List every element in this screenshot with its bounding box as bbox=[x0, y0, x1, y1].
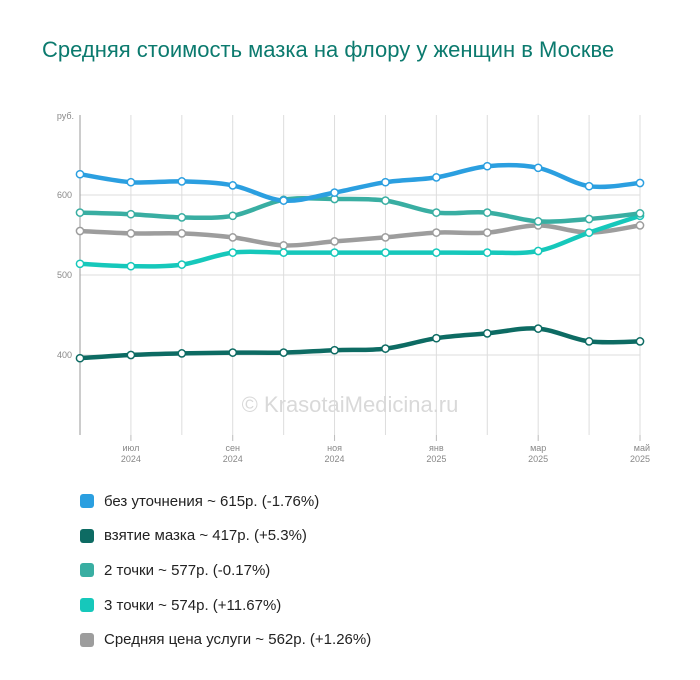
data-point bbox=[75, 169, 85, 179]
legend-label: Средняя цена услуги ~ 562р. (+1.26%) bbox=[104, 631, 372, 649]
x-tick-label-year: 2025 bbox=[426, 454, 446, 464]
data-point bbox=[177, 213, 187, 222]
x-tick-label-month: мар bbox=[530, 443, 546, 453]
data-point bbox=[228, 211, 238, 221]
data-point bbox=[635, 178, 645, 188]
series-lines bbox=[77, 162, 643, 361]
data-point bbox=[126, 209, 136, 219]
data-point bbox=[228, 348, 238, 357]
legend-item[interactable]: взятие мазка ~ 417р. (+5.3%) bbox=[80, 519, 371, 554]
data-point bbox=[279, 196, 288, 205]
data-point bbox=[635, 337, 645, 346]
data-point bbox=[177, 260, 187, 269]
x-tick-label-year: 2025 bbox=[528, 454, 548, 464]
data-point bbox=[177, 349, 187, 358]
data-point bbox=[330, 345, 339, 355]
x-tick-label-month: янв bbox=[429, 443, 444, 453]
data-point bbox=[432, 228, 441, 237]
data-point bbox=[75, 353, 85, 363]
data-point bbox=[228, 181, 238, 190]
x-tick-label-year: 2024 bbox=[223, 454, 243, 464]
data-point bbox=[584, 337, 594, 346]
data-point bbox=[177, 229, 187, 238]
x-tick-label-year: 2025 bbox=[630, 454, 650, 464]
y-tick-label: 500 bbox=[57, 270, 72, 280]
y-tick-label: 400 bbox=[57, 350, 72, 360]
chart-title: Средняя стоимость мазка на флору у женщи… bbox=[42, 37, 615, 62]
data-point bbox=[75, 259, 85, 269]
data-point bbox=[432, 208, 441, 217]
legend-swatch bbox=[80, 528, 94, 543]
data-point bbox=[584, 214, 594, 224]
data-point bbox=[381, 233, 390, 242]
data-point bbox=[228, 233, 238, 242]
series-points bbox=[75, 161, 645, 363]
legend-label: взятие мазка ~ 417р. (+5.3%) bbox=[104, 527, 307, 545]
legend-label: 2 точки ~ 577р. (-0.17%) bbox=[104, 561, 271, 579]
line-chart: 400500600руб.июл2024сен2024ноя2024янв202… bbox=[57, 111, 650, 464]
series-line-1 bbox=[77, 326, 643, 361]
data-point bbox=[75, 208, 85, 217]
data-point bbox=[381, 177, 390, 187]
data-point bbox=[279, 241, 288, 250]
axes: 400500600руб.июл2024сен2024ноя2024янв202… bbox=[57, 111, 650, 464]
data-point bbox=[482, 329, 492, 338]
legend-item[interactable]: 2 точки ~ 577р. (-0.17%) bbox=[80, 553, 371, 588]
data-point bbox=[279, 248, 288, 257]
data-point bbox=[126, 177, 136, 187]
grid-lines bbox=[79, 115, 641, 435]
legend-swatch bbox=[80, 563, 94, 578]
legend-swatch bbox=[80, 598, 94, 613]
x-tick-label-year: 2024 bbox=[325, 454, 345, 464]
y-tick-label: 600 bbox=[57, 190, 72, 200]
data-point bbox=[533, 324, 543, 333]
data-point bbox=[381, 344, 390, 353]
y-axis-unit-label: руб. bbox=[57, 111, 74, 121]
legend-swatch bbox=[80, 632, 94, 647]
x-tick-label-month: сен bbox=[225, 443, 240, 453]
data-point bbox=[126, 350, 136, 360]
data-point bbox=[584, 181, 594, 191]
data-point bbox=[126, 229, 136, 238]
data-point bbox=[533, 217, 543, 226]
legend-item[interactable]: 3 точки ~ 574р. (+11.67%) bbox=[80, 588, 371, 623]
data-point bbox=[533, 163, 543, 173]
legend-label: без уточнения ~ 615р. (-1.76%) bbox=[104, 492, 320, 510]
data-point bbox=[177, 177, 187, 186]
series-line-4 bbox=[77, 223, 643, 248]
data-point bbox=[330, 248, 339, 257]
data-point bbox=[75, 226, 85, 236]
legend-item[interactable]: Средняя цена услуги ~ 562р. (+1.26%) bbox=[80, 622, 371, 657]
data-point bbox=[533, 246, 543, 256]
data-point bbox=[381, 248, 390, 257]
data-point bbox=[330, 188, 339, 197]
data-point bbox=[482, 208, 492, 217]
data-point bbox=[126, 261, 136, 271]
x-tick-label-year: 2024 bbox=[121, 454, 141, 464]
x-tick-label-month: май bbox=[634, 443, 650, 453]
data-point bbox=[482, 228, 492, 237]
data-point bbox=[482, 161, 492, 171]
data-point bbox=[279, 348, 288, 357]
x-tick-label-month: июл bbox=[122, 443, 139, 453]
data-point bbox=[228, 248, 238, 257]
data-point bbox=[482, 248, 492, 257]
data-point bbox=[432, 173, 441, 182]
legend: без уточнения ~ 615р. (-1.76%) взятие маз… bbox=[80, 484, 371, 657]
data-point bbox=[381, 196, 390, 205]
legend-item[interactable]: без уточнения ~ 615р. (-1.76%) bbox=[80, 484, 371, 519]
data-point bbox=[432, 248, 441, 257]
x-tick-label-month: ноя bbox=[327, 443, 342, 453]
data-point bbox=[432, 333, 441, 343]
data-point bbox=[635, 209, 645, 218]
data-point bbox=[635, 221, 645, 230]
legend-swatch bbox=[80, 494, 94, 509]
series-line-2 bbox=[77, 196, 643, 224]
legend-label: 3 точки ~ 574р. (+11.67%) bbox=[104, 596, 282, 614]
data-point bbox=[584, 228, 594, 237]
data-point bbox=[330, 237, 339, 246]
